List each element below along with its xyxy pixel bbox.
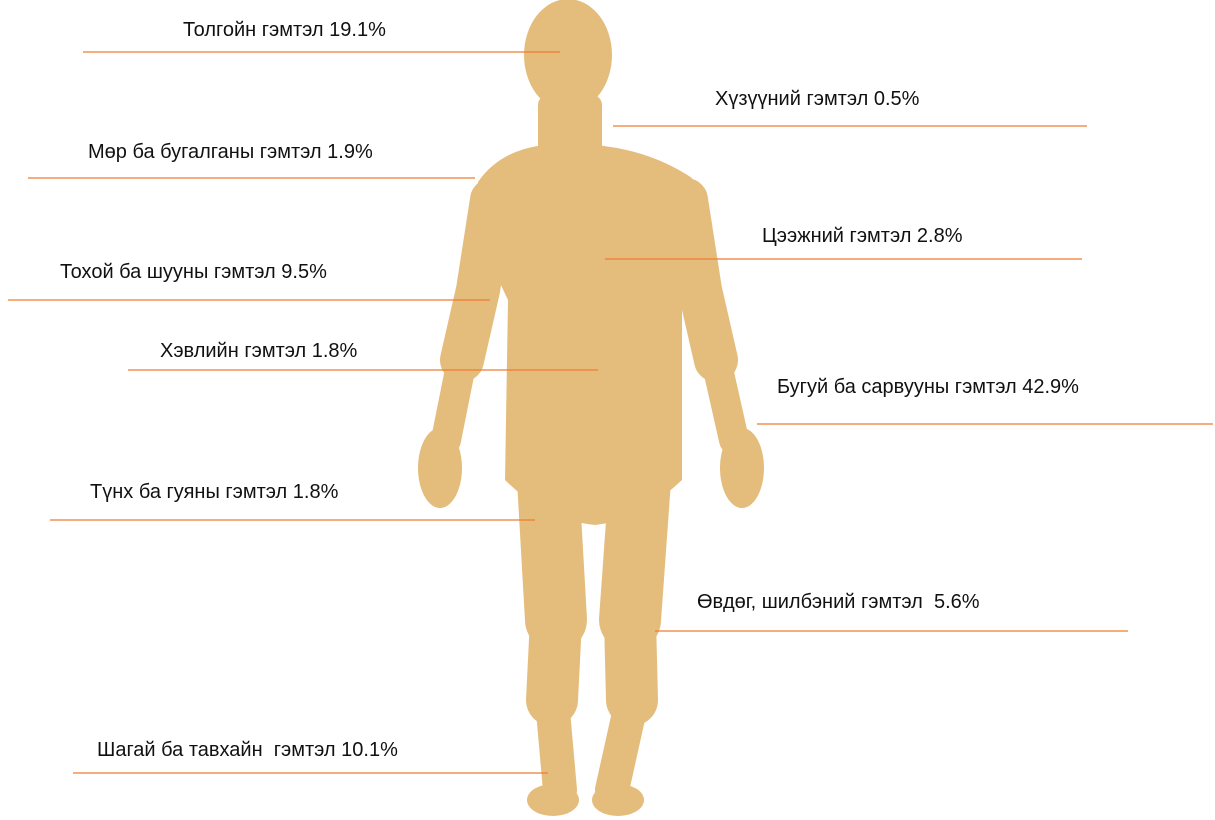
label: Цээжний гэмтэл 2.8% <box>762 225 963 247</box>
label: Тохой ба шууны гэмтэл 9.5% <box>60 261 327 283</box>
label: Бугуй ба сарвууны гэмтэл 42.9% <box>777 376 1079 398</box>
label: Түнх ба гуяны гэмтэл 1.8% <box>90 481 339 503</box>
label: Мөр ба бугалганы гэмтэл 1.9% <box>88 141 373 163</box>
label: Толгойн гэмтэл 19.1% <box>183 19 386 41</box>
label: Хүзүүний гэмтэл 0.5% <box>715 88 920 110</box>
label: Шагай ба тавхайн гэмтэл 10.1% <box>97 739 398 761</box>
body-silhouette <box>418 0 764 816</box>
injury-diagram: Толгойн гэмтэл 19.1% Хүзүүний гэмтэл 0.5… <box>0 0 1215 820</box>
label: Хэвлийн гэмтэл 1.8% <box>160 340 358 362</box>
label: Өвдөг, шилбэний гэмтэл 5.6% <box>697 591 980 613</box>
